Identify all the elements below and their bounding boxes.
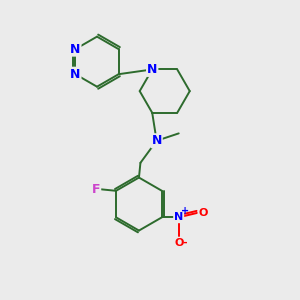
Text: N: N [147, 63, 158, 76]
Text: N: N [174, 212, 183, 222]
Text: -: - [182, 238, 187, 248]
Text: F: F [92, 183, 100, 196]
Text: O: O [198, 208, 208, 218]
Text: N: N [70, 43, 80, 56]
Text: N: N [152, 134, 162, 147]
Text: +: + [181, 206, 189, 216]
Text: O: O [174, 238, 183, 248]
Text: N: N [70, 68, 80, 81]
